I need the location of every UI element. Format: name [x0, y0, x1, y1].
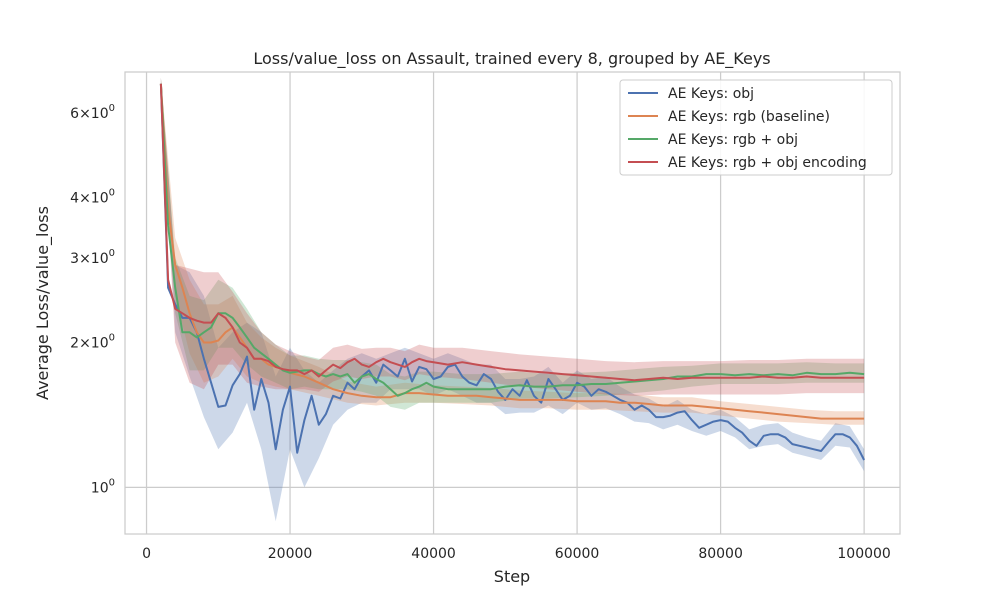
legend-label: AE Keys: rgb + obj — [668, 132, 798, 148]
series-band — [160, 77, 865, 396]
y-tick-label: 2×100 — [70, 333, 115, 352]
y-tick-labels: 100 2×100 3×100 4×100 6×100 — [70, 103, 115, 496]
x-tick-label: 80000 — [698, 546, 743, 562]
series-lines — [159, 83, 865, 461]
y-tick-label: 4×100 — [70, 188, 115, 207]
series-band — [160, 77, 865, 410]
x-tick-label: 40000 — [411, 546, 456, 562]
x-tick-label: 60000 — [555, 546, 600, 562]
series-line — [159, 83, 865, 382]
legend: AE Keys: obj AE Keys: rgb (baseline) AE Ke… — [619, 79, 893, 176]
y-tick-label: 3×100 — [70, 248, 115, 267]
series-line — [159, 83, 865, 461]
confidence-bands — [160, 77, 865, 522]
y-tick-label: 100 — [91, 477, 115, 496]
plot-frame — [124, 71, 901, 535]
x-tick-label: 0 — [142, 546, 151, 562]
legend-box — [619, 79, 893, 176]
x-axis-label: Step — [494, 567, 530, 586]
x-tick-labels: 0 20000 40000 60000 80000 100000 — [142, 546, 891, 562]
series-band — [160, 77, 865, 522]
y-axis-label: Average Loss/value_loss — [33, 206, 53, 400]
legend-label: AE Keys: obj — [668, 86, 754, 102]
x-tick-label: 20000 — [268, 546, 313, 562]
legend-label: AE Keys: rgb + obj encoding — [668, 155, 867, 171]
y-tick-label: 6×100 — [70, 103, 115, 122]
chart-title: Loss/value_loss on Assault, trained ever… — [253, 49, 770, 69]
legend-label: AE Keys: rgb (baseline) — [668, 109, 830, 125]
series-line — [159, 83, 865, 420]
x-tick-label: 100000 — [837, 546, 890, 562]
series-line — [159, 83, 865, 397]
